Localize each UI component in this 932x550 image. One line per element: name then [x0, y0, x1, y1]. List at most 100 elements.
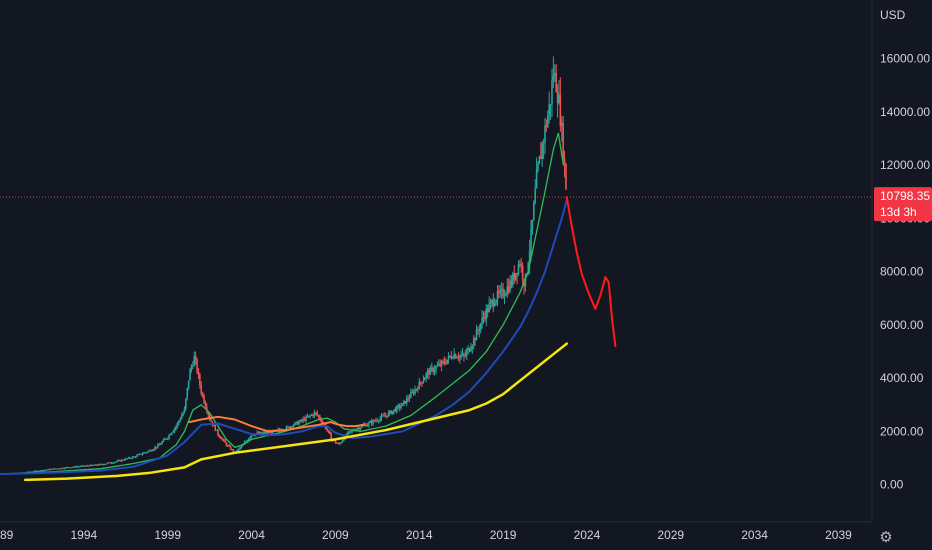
candle-body: [312, 414, 314, 416]
candle-body: [565, 163, 567, 190]
candle-body: [182, 412, 184, 416]
time-axis[interactable]: 1989 1994 1999 2004 2009 2014 2019 2024 2029 2034…: [0, 528, 852, 542]
candle-body: [379, 418, 381, 421]
candle-body: [317, 415, 320, 417]
series-line-5: [565, 196, 617, 348]
candle-body: [108, 462, 110, 464]
candle-body: [157, 444, 159, 448]
candle-body: [152, 449, 155, 451]
candle-body: [454, 354, 457, 358]
candle-body: [509, 280, 511, 292]
candle-body: [556, 92, 559, 103]
candle-body: [408, 397, 411, 399]
y-tick-label: 0.00: [880, 478, 904, 492]
settings-gear-icon[interactable]: ⚙: [879, 529, 893, 546]
candle-body: [386, 415, 388, 417]
candle-body: [137, 454, 140, 456]
candle-body: [260, 432, 263, 434]
candle-body: [289, 426, 292, 429]
candle-body: [502, 288, 504, 297]
candle-body: [429, 367, 432, 375]
candle-body: [196, 359, 198, 372]
candle-body: [475, 329, 478, 341]
candle-body: [187, 380, 190, 388]
candle-body: [287, 426, 289, 428]
candle-body: [393, 409, 395, 411]
candle-body: [327, 429, 330, 432]
candle-body: [43, 470, 46, 472]
price-axis[interactable]: 0.002000.004000.006000.008000.0010000.00…: [880, 52, 930, 492]
candle-body: [411, 391, 414, 393]
candle-body: [440, 361, 443, 366]
candle-body: [306, 416, 309, 418]
candle-body: [155, 447, 158, 449]
candle-body: [422, 380, 425, 383]
candle-body: [451, 357, 454, 359]
candle-body: [84, 465, 87, 467]
candle-body: [78, 466, 81, 468]
candle-body: [340, 442, 342, 444]
candle-body: [365, 424, 367, 427]
candle-body: [126, 458, 128, 460]
candle-body: [208, 414, 211, 420]
candle-body: [435, 366, 437, 371]
candle-body: [373, 420, 376, 422]
candle-body: [510, 280, 513, 286]
candle-body: [493, 303, 496, 306]
candle-body: [426, 370, 429, 374]
candle-body: [310, 414, 313, 416]
candle-body: [417, 388, 419, 390]
candle-body: [533, 202, 535, 220]
candle-body: [368, 422, 370, 425]
candle-body: [458, 355, 461, 358]
candle-body: [53, 468, 56, 470]
candle-body: [537, 163, 539, 170]
x-tick-label: 1999: [154, 528, 181, 542]
candle-body: [421, 382, 423, 384]
candle-body: [442, 361, 444, 363]
candle-body: [199, 374, 201, 385]
candle-body: [158, 444, 161, 446]
candle-body: [436, 365, 439, 367]
candle-body: [530, 228, 532, 251]
candle-body: [88, 465, 91, 467]
candle-body: [92, 465, 95, 467]
candle-body: [348, 431, 351, 433]
candle-body: [403, 401, 405, 404]
candle-body: [138, 453, 141, 455]
candle-body: [303, 418, 306, 421]
candle-body: [215, 429, 218, 431]
candle-body: [172, 430, 175, 433]
y-tick-label: 6000.00: [880, 318, 924, 332]
candle-body: [173, 428, 176, 431]
candle-body: [140, 453, 142, 455]
candle-body: [465, 351, 468, 356]
candle-body: [479, 323, 482, 330]
candle-body: [98, 464, 101, 466]
x-tick-label: 1994: [70, 528, 97, 542]
y-tick-label: 12000.00: [880, 158, 930, 172]
candle-body: [74, 466, 77, 468]
x-tick-label: 2039: [825, 528, 852, 542]
candle-body: [267, 432, 270, 434]
candle-body: [453, 354, 455, 358]
candle-body: [224, 440, 226, 443]
candle-body: [71, 467, 74, 469]
candle-body: [444, 363, 447, 365]
candle-body: [207, 411, 210, 415]
series-line-4: [23, 342, 569, 482]
candle-body: [481, 317, 483, 324]
candle-body: [471, 345, 474, 349]
candle-body: [443, 361, 446, 364]
candle-body: [520, 264, 523, 266]
candle-body: [136, 455, 138, 457]
candle-body: [305, 416, 307, 421]
candle-body: [370, 421, 373, 424]
candle-body: [298, 421, 300, 425]
candle-body: [130, 458, 133, 460]
candle-body: [372, 420, 374, 424]
candle-body: [127, 457, 130, 459]
candle-body: [192, 365, 194, 367]
candle-body: [94, 464, 96, 466]
candle-body: [359, 427, 362, 430]
